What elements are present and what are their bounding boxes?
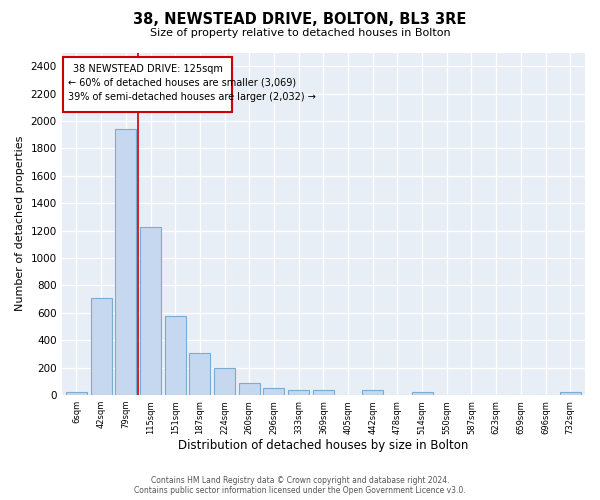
Text: Contains HM Land Registry data © Crown copyright and database right 2024.
Contai: Contains HM Land Registry data © Crown c… xyxy=(134,476,466,495)
Bar xyxy=(412,392,433,395)
Text: 39% of semi-detached houses are larger (2,032) →: 39% of semi-detached houses are larger (… xyxy=(68,92,316,102)
Text: Size of property relative to detached houses in Bolton: Size of property relative to detached ho… xyxy=(149,28,451,38)
Bar xyxy=(263,388,284,395)
FancyBboxPatch shape xyxy=(63,56,232,112)
Bar xyxy=(165,316,186,395)
Bar xyxy=(313,390,334,395)
Bar xyxy=(190,354,211,395)
Text: 38 NEWSTEAD DRIVE: 125sqm: 38 NEWSTEAD DRIVE: 125sqm xyxy=(73,64,223,74)
Y-axis label: Number of detached properties: Number of detached properties xyxy=(15,136,25,312)
Bar xyxy=(66,392,87,395)
Bar xyxy=(288,390,309,395)
Bar xyxy=(91,298,112,395)
X-axis label: Distribution of detached houses by size in Bolton: Distribution of detached houses by size … xyxy=(178,440,469,452)
Text: ← 60% of detached houses are smaller (3,069): ← 60% of detached houses are smaller (3,… xyxy=(68,77,296,87)
Bar xyxy=(239,384,260,395)
Bar xyxy=(362,390,383,395)
Bar xyxy=(115,129,136,395)
Bar xyxy=(560,392,581,395)
Bar xyxy=(214,368,235,395)
Bar xyxy=(140,226,161,395)
Text: 38, NEWSTEAD DRIVE, BOLTON, BL3 3RE: 38, NEWSTEAD DRIVE, BOLTON, BL3 3RE xyxy=(133,12,467,28)
